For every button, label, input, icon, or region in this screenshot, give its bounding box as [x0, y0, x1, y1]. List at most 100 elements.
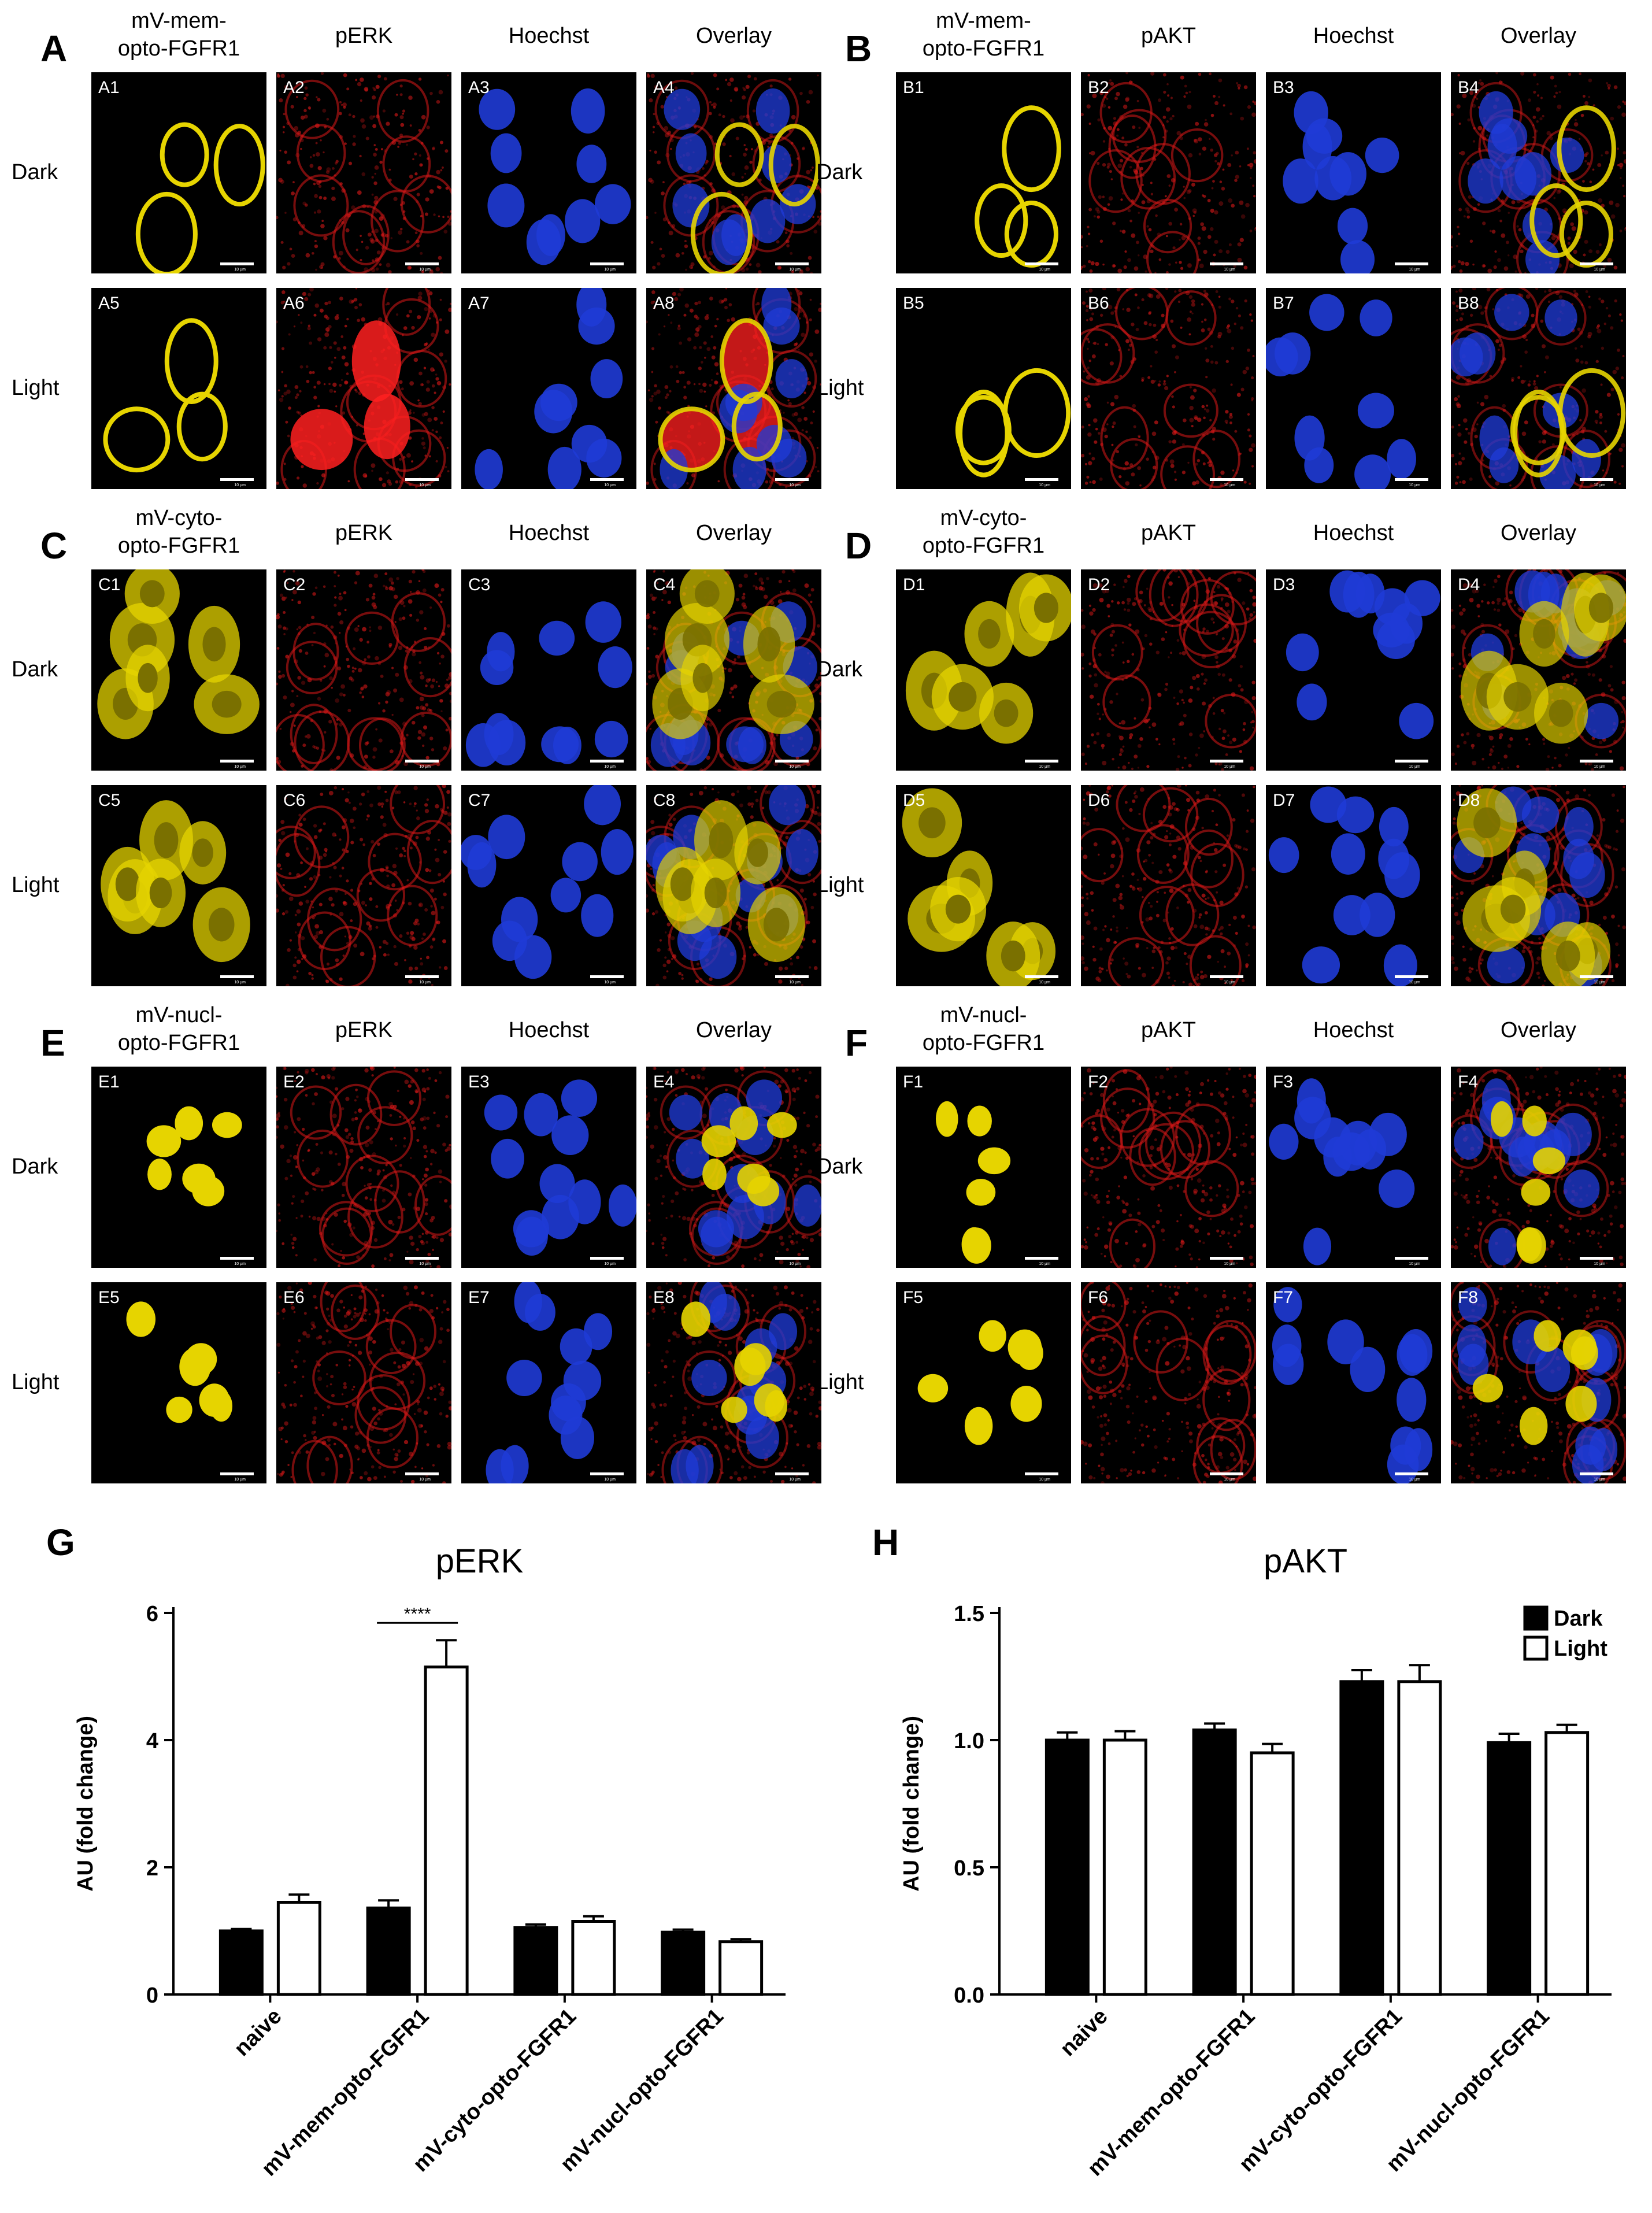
bar-light [571, 1920, 616, 1996]
micrograph-image [1286, 570, 1440, 739]
scale-bar [1025, 975, 1058, 978]
scale-bar [590, 262, 624, 265]
panel-letter-b: B [845, 28, 872, 69]
x-tick-label: mV-cyto-opto-FGFR1 [409, 2004, 581, 2177]
x-tick-label: mV-nucl-opto-FGFR1 [1382, 2004, 1554, 2177]
bar-dark [661, 1930, 706, 1996]
scale-bar [1210, 262, 1243, 265]
micrograph-e8: E8 10 µm [646, 1282, 821, 1483]
tile-label: E2 [283, 1072, 305, 1091]
row-label-dark: Dark [12, 1154, 58, 1179]
y-tick-label: 6 [146, 1602, 158, 1626]
scale-bar-label: 10 µm [604, 1478, 616, 1482]
row-label-light: Light [12, 376, 60, 400]
tile-label: B5 [903, 294, 924, 313]
scale-bar [1395, 975, 1428, 978]
micrograph-c5: C5 10 µm [91, 785, 266, 986]
tile-label: D6 [1088, 791, 1110, 810]
scale-bar-label: 10 µm [1594, 765, 1605, 769]
scale-bar-label: 10 µm [234, 980, 246, 985]
scale-bar-label: 10 µm [1594, 980, 1605, 985]
column-label-marker: mV-mem- opto-FGFR1 [117, 9, 240, 61]
scale-bar-label: 10 µm [1409, 1478, 1420, 1482]
tile-label: E1 [98, 1072, 120, 1091]
micrograph-image [126, 1301, 233, 1423]
row-label-light: Light [816, 1370, 864, 1394]
tile-label: D5 [903, 791, 925, 810]
chart-title: pAKT [1264, 1542, 1347, 1580]
micrograph-image [646, 1067, 821, 1268]
micrograph-d1: D1 10 µm [896, 569, 1071, 771]
panel-letter-c: C [40, 525, 68, 567]
scale-bar-label: 10 µm [1039, 1478, 1050, 1482]
x-tick-label: naive [1055, 2004, 1112, 2061]
scale-bar-label: 10 µm [789, 483, 801, 487]
scale-bar-label: 10 µm [1594, 1262, 1605, 1266]
tile-label: C6 [283, 791, 306, 810]
micrograph-c1: C1 10 µm [91, 569, 266, 771]
scale-bar [405, 975, 439, 978]
tile-label: A3 [468, 78, 490, 97]
scale-bar [590, 760, 624, 763]
panel-letter-h: H [872, 1522, 899, 1563]
micrograph-image [1283, 91, 1399, 273]
scale-bar-label: 10 µm [1224, 268, 1235, 272]
tile-label: D2 [1088, 575, 1110, 594]
tile-label: F7 [1273, 1288, 1294, 1307]
bar-dark [1044, 1738, 1090, 1996]
scale-bar [220, 262, 254, 265]
tile-label: A5 [98, 294, 120, 313]
scale-bar-label: 10 µm [1039, 980, 1050, 985]
micrograph-f7: F7 10 µm [1266, 1282, 1441, 1483]
micrograph-e3: E3 10 µm [461, 1067, 636, 1268]
tile-label: B7 [1273, 294, 1294, 313]
significance-label: **** [404, 1604, 431, 1623]
micrograph-image [917, 1320, 1043, 1445]
scale-bar-label: 10 µm [1594, 268, 1605, 272]
scale-bar [1395, 760, 1428, 763]
scale-bar-label: 10 µm [604, 1262, 616, 1266]
micrograph-image [1269, 1078, 1415, 1265]
scale-bar [1210, 760, 1243, 763]
tile-label: F8 [1458, 1288, 1479, 1307]
tile-label: B1 [903, 78, 924, 97]
micrograph-image [955, 368, 1071, 478]
scale-bar [220, 760, 254, 763]
bar-light [1250, 1751, 1295, 1996]
scale-bar [590, 1472, 624, 1475]
micrograph-f1: F1 10 µm [896, 1067, 1071, 1268]
column-label-readout: pERK [335, 24, 393, 48]
scale-bar-label: 10 µm [789, 980, 801, 985]
micrograph-f3: F3 10 µm [1266, 1067, 1441, 1268]
tile-label: D3 [1273, 575, 1295, 594]
scale-bar [1395, 478, 1428, 481]
legend-label-dark: Dark [1554, 1607, 1603, 1631]
tile-label: F6 [1088, 1288, 1109, 1307]
row-label-dark: Dark [12, 657, 58, 682]
bar-dark [1192, 1728, 1237, 1996]
scale-bar [1580, 1472, 1613, 1475]
micrograph-image [1081, 785, 1256, 986]
column-label-marker: mV-mem- opto-FGFR1 [922, 9, 1045, 61]
tile-label: E3 [468, 1072, 490, 1091]
scale-bar [1580, 1257, 1613, 1260]
x-tick-label: mV-cyto-opto-FGFR1 [1235, 2004, 1407, 2177]
tile-label: D8 [1458, 791, 1480, 810]
micrograph-d7: D7 10 µm [1266, 785, 1441, 986]
micrograph-a2: A2 10 µm [276, 72, 451, 273]
micrograph-image [935, 1101, 1011, 1264]
micrograph-image [276, 785, 451, 986]
micrograph-image [646, 288, 821, 489]
scale-bar-label: 10 µm [234, 765, 246, 769]
micrograph-image [1266, 294, 1416, 489]
micrograph-image [276, 288, 451, 489]
column-label-readout: pAKT [1140, 521, 1197, 545]
tile-label: C2 [283, 575, 306, 594]
x-tick-label: mV-mem-opto-FGFR1 [257, 2004, 434, 2181]
bar-light [276, 1901, 321, 1996]
column-label-stain: Hoechst [1313, 24, 1394, 48]
column-label-overlay: Overlay [1501, 24, 1576, 48]
scale-bar-label: 10 µm [419, 765, 431, 769]
micrograph-c7: C7 10 µm [461, 785, 636, 986]
micrograph-a1: A1 10 µm [91, 72, 266, 273]
